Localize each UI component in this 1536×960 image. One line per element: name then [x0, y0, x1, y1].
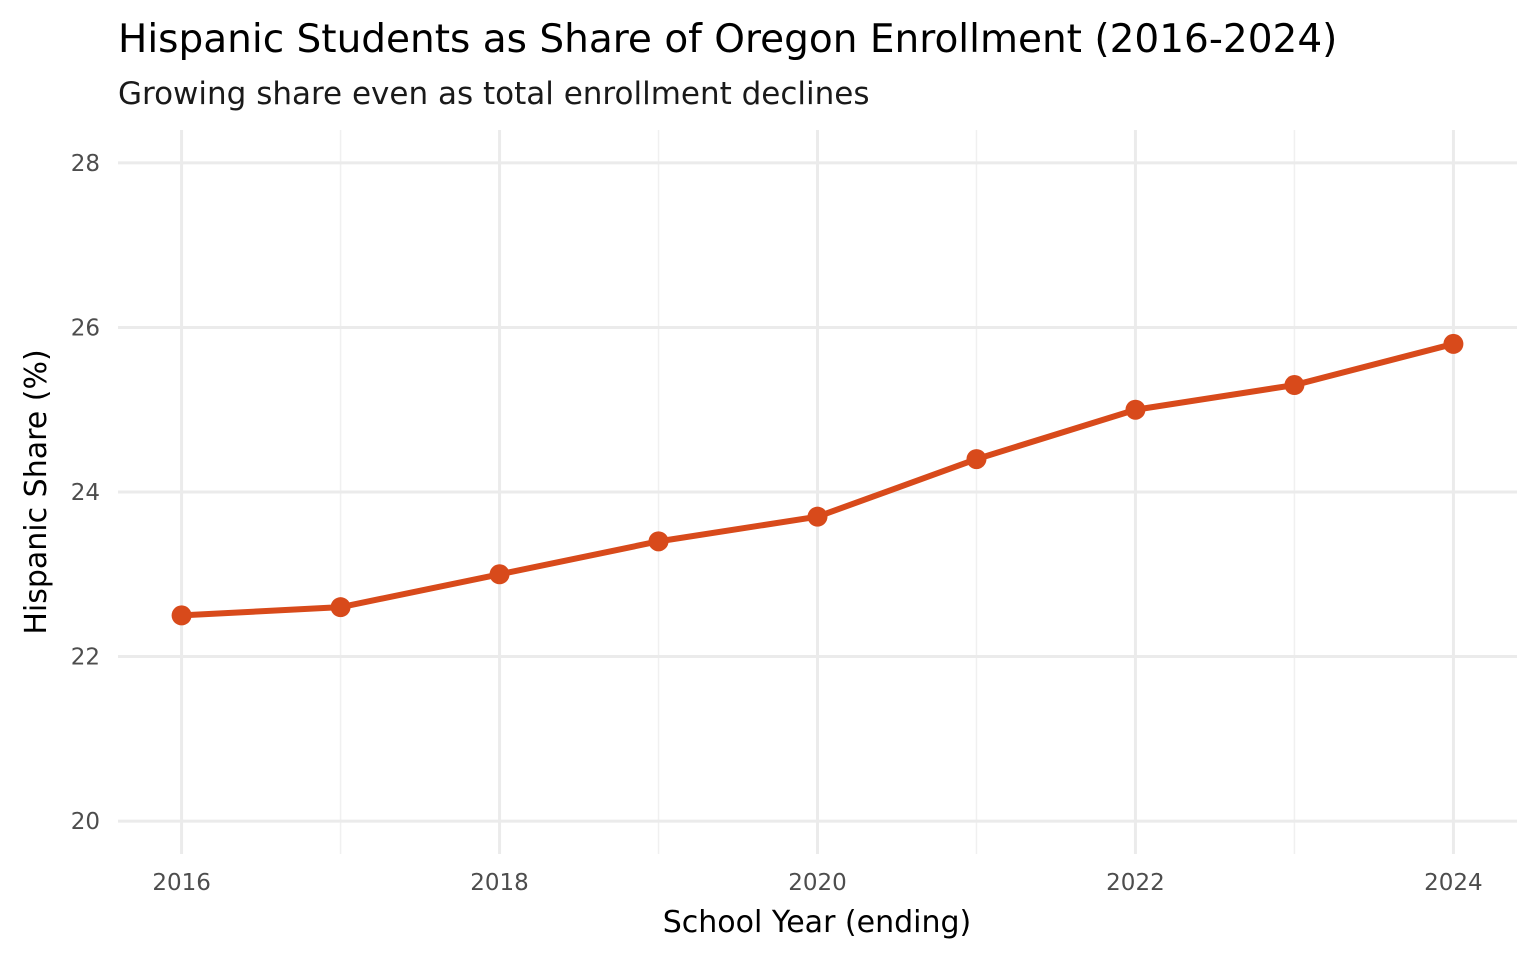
data-point — [171, 605, 192, 626]
y-tick-label: 24 — [71, 480, 100, 506]
y-axis-title: Hispanic Share (%) — [19, 349, 54, 634]
series — [171, 333, 1464, 626]
y-tick-label: 22 — [71, 645, 100, 671]
data-point — [1284, 375, 1305, 396]
data-point — [330, 597, 351, 618]
y-tick-label: 26 — [71, 315, 100, 341]
data-point — [648, 531, 669, 552]
y-tick-label: 20 — [71, 809, 100, 835]
x-axis-title: School Year (ending) — [663, 905, 972, 940]
data-point — [1125, 399, 1146, 420]
grid — [118, 130, 1517, 854]
data-point — [807, 506, 828, 527]
y-tick-label: 28 — [71, 151, 100, 177]
data-point — [1443, 333, 1464, 354]
x-tick-label: 2018 — [470, 870, 529, 896]
data-point — [966, 449, 987, 470]
x-tick-label: 2020 — [788, 870, 847, 896]
x-tick-label: 2024 — [1424, 870, 1483, 896]
chart-subtitle: Growing share even as total enrollment d… — [118, 76, 870, 112]
data-point — [489, 564, 510, 585]
x-tick-label: 2022 — [1106, 870, 1165, 896]
x-tick-label: 2016 — [152, 870, 211, 896]
chart-title: Hispanic Students as Share of Oregon Enr… — [118, 17, 1337, 62]
